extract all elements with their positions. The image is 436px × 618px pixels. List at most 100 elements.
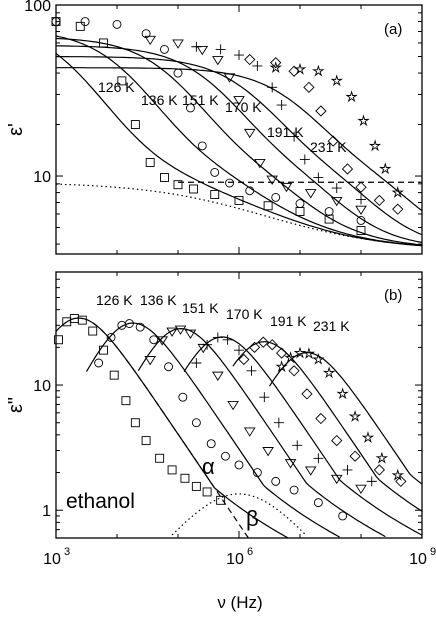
data-point-circle — [210, 167, 220, 177]
data-point-square — [141, 436, 151, 446]
data-point-circle — [313, 498, 323, 508]
data-point-diamond — [315, 412, 327, 425]
beta-annotation: β — [246, 506, 259, 531]
shared-axes-labels: ν (Hz) — [217, 593, 262, 612]
data-point-diamond — [392, 203, 404, 215]
fit-curve — [56, 56, 423, 236]
data-point-star — [391, 468, 405, 481]
temperature-label: 151 K — [182, 92, 219, 108]
data-point-star — [375, 451, 389, 464]
temperature-label: 136 K — [141, 92, 178, 108]
data-point-plus — [299, 154, 310, 165]
temperature-label: 126 K — [96, 292, 133, 308]
data-point-star — [302, 347, 316, 359]
x-tick-label: 10 — [409, 551, 427, 568]
data-point-plus — [259, 392, 270, 403]
data-point-triangle-down — [233, 96, 245, 106]
data-point-square — [130, 120, 140, 129]
data-point-circle — [206, 439, 216, 449]
data-point-star — [391, 186, 404, 198]
temperature-label: 151 K — [182, 300, 219, 316]
data-point-plus — [331, 183, 342, 194]
data-point-triangle-down — [280, 182, 293, 193]
data-point-diamond — [341, 163, 354, 175]
data-point-diamond — [270, 57, 282, 69]
data-point-plus — [276, 100, 287, 111]
data-point-square — [191, 481, 201, 491]
data-point-circle — [186, 103, 195, 113]
data-point-triangle-down — [243, 128, 256, 139]
data-point-square — [155, 453, 165, 463]
fit-curve — [85, 322, 340, 538]
y-tick-label: 10 — [33, 169, 51, 186]
data-point-circle — [191, 418, 201, 428]
data-point-triangle-down — [212, 371, 224, 381]
data-point-circle — [338, 511, 348, 521]
data-point-triangle-down — [355, 205, 367, 216]
x-tick-label: 10 — [226, 551, 244, 568]
data-point-diamond — [238, 353, 250, 366]
plot-frame — [55, 4, 423, 255]
data-point-star — [345, 90, 358, 103]
data-point-diamond — [331, 434, 343, 447]
temperature-label: 136 K — [140, 292, 177, 308]
fit-curve — [232, 341, 423, 512]
data-point-square — [75, 21, 85, 31]
data-point-triangle-down — [254, 159, 266, 169]
data-point-star — [312, 352, 325, 365]
data-point-star — [312, 64, 325, 77]
data-point-star — [275, 360, 288, 373]
temperature-label: 170 K — [225, 99, 262, 115]
data-point-plus — [366, 476, 377, 487]
data-point-circle — [178, 392, 188, 402]
x-axis-label: ν (Hz) — [217, 593, 262, 612]
data-point-circle — [51, 17, 61, 27]
data-point-triangle-down — [196, 45, 209, 56]
data-point-plus — [191, 358, 202, 369]
data-point-plus — [292, 440, 303, 451]
fit-curve — [183, 336, 423, 536]
data-point-diamond — [288, 365, 300, 377]
data-point-square — [173, 180, 183, 190]
data-point-circle — [225, 178, 235, 188]
y-axis-label: ε' — [5, 123, 27, 136]
temperature-label: 231 K — [310, 139, 347, 155]
data-point-square — [145, 158, 155, 167]
data-point-plus — [246, 365, 257, 376]
data-point-square — [130, 418, 140, 428]
temperature-label: 126 K — [98, 79, 135, 95]
y-tick-label: 1 — [42, 503, 51, 520]
data-point-circle — [221, 451, 230, 461]
data-point-circle — [112, 19, 122, 29]
data-point-circle — [164, 362, 174, 372]
data-point-square — [189, 184, 199, 194]
data-point-triangle-down — [355, 484, 367, 495]
data-point-star — [269, 61, 283, 73]
data-point-triangle-down — [262, 447, 274, 457]
data-point-diamond — [349, 450, 361, 462]
temperature-label: 191 K — [270, 313, 307, 329]
data-point-circle — [160, 44, 169, 54]
data-point-star — [368, 139, 382, 152]
temperature-label: 191 K — [267, 124, 304, 140]
data-point-triangle-down — [144, 35, 157, 46]
y-tick-label: 100 — [24, 0, 51, 15]
data-point-triangle-down — [184, 329, 197, 339]
data-point-circle — [234, 460, 244, 470]
data-point-diamond — [276, 347, 288, 359]
fit-curve — [55, 45, 423, 244]
data-point-plus — [273, 417, 284, 428]
data-point-circle — [197, 141, 207, 151]
data-point-plus — [212, 332, 223, 343]
data-point-star — [284, 351, 297, 364]
data-point-star — [336, 387, 349, 400]
data-point-circle — [106, 333, 116, 342]
data-point-plus — [289, 131, 300, 142]
data-point-plus — [234, 345, 244, 356]
dotted-beta-step — [55, 183, 423, 246]
panel-a: 10 100 ε' (a) 126 K 136 K 151 K 170 K 191 K 231 K — [5, 0, 423, 255]
data-point-diamond — [301, 388, 313, 400]
data-point-circle — [94, 358, 104, 368]
data-point-triangle-down — [144, 356, 157, 366]
